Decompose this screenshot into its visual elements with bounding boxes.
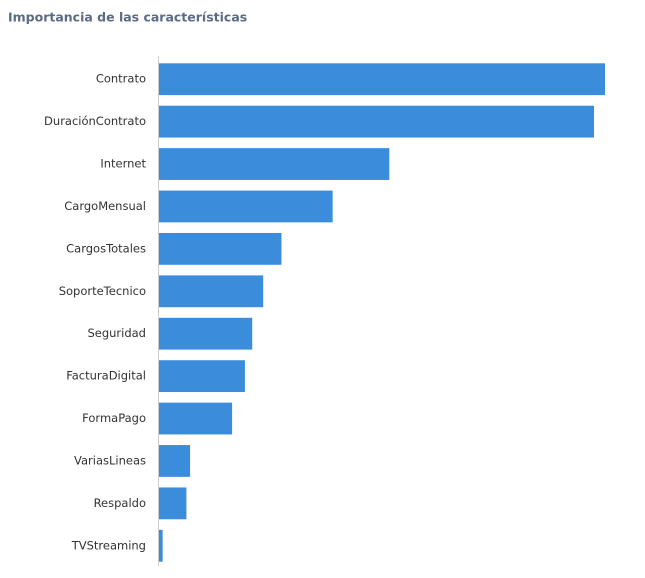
y-tick-label: Respaldo [94,496,146,510]
bar [159,275,264,308]
y-tick-label: Seguridad [87,326,146,340]
bar [159,487,187,520]
y-tick-label: SoporteTecnico [59,284,146,298]
bar [159,190,333,223]
y-tick-label: VariasLineas [74,453,146,467]
bar [159,63,605,96]
bar [159,317,253,350]
y-tick-label: TVStreaming [71,538,146,552]
y-tick-label: CargosTotales [66,241,146,255]
y-tick-label: DuraciónContrato [44,114,146,128]
bar [159,529,163,562]
bar [159,402,233,435]
y-tick-label: Contrato [96,72,146,86]
bar [159,445,191,477]
y-tick-label: FormaPago [82,411,146,425]
chart-title: Importancia de las características [8,10,247,25]
bar [159,232,282,265]
bar [159,360,245,393]
bar [159,148,390,180]
y-tick-label: CargoMensual [64,199,146,213]
bar [159,105,595,138]
y-tick-label: Internet [100,157,146,171]
y-tick-label: FacturaDigital [66,369,146,383]
